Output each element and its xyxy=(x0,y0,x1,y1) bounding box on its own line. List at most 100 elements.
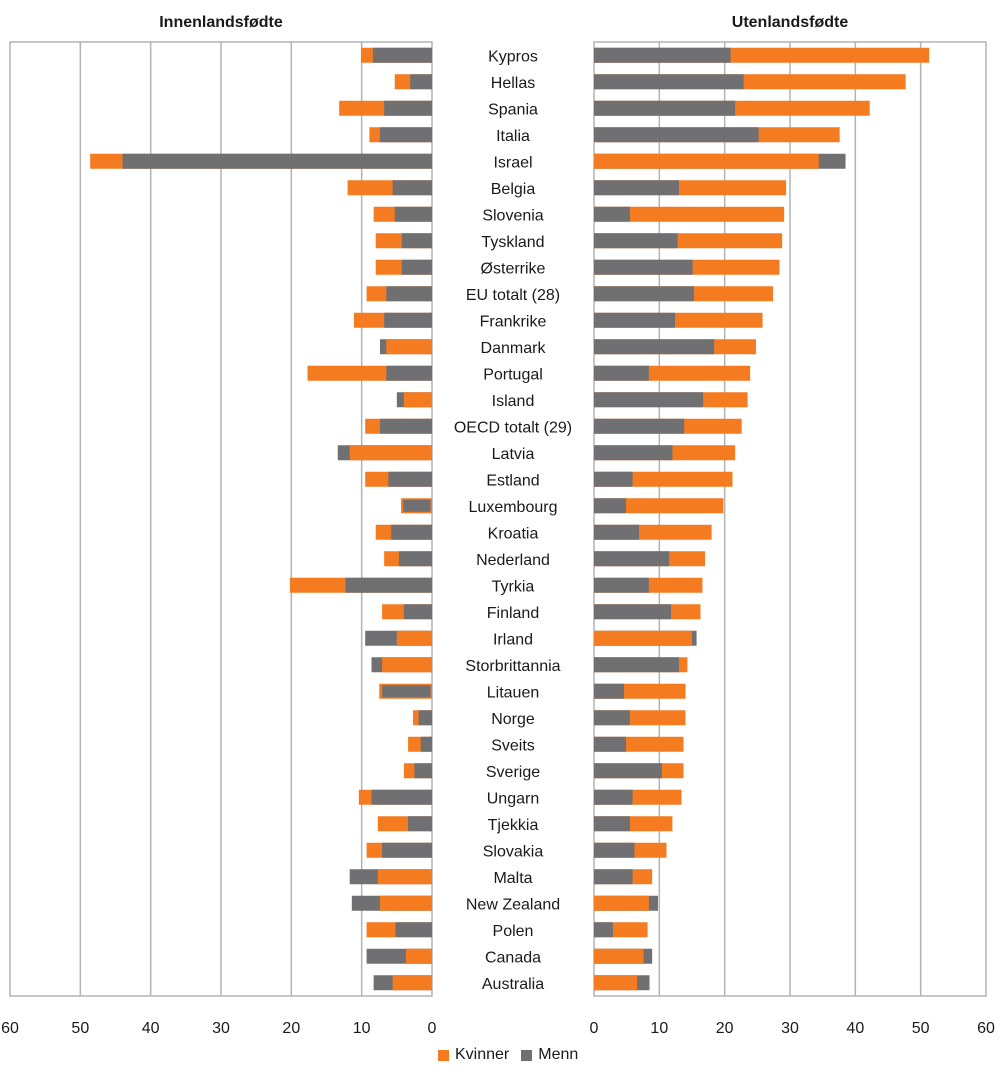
category-label: Canada xyxy=(485,949,541,966)
left-x-tick-label: 60 xyxy=(1,1020,19,1037)
category-label: Italia xyxy=(496,128,530,145)
category-label: Frankrike xyxy=(480,313,547,330)
category-label: Kypros xyxy=(488,48,538,65)
legend-swatch-kvinner xyxy=(438,1049,449,1061)
right-bar-menn xyxy=(594,657,679,673)
right-x-tick-label: 40 xyxy=(846,1020,864,1037)
right-bar-menn xyxy=(594,259,693,275)
category-label: Latvia xyxy=(492,446,535,463)
left-bar-menn xyxy=(382,685,431,698)
left-bar-menn xyxy=(395,922,432,938)
left-bar-menn xyxy=(384,312,432,328)
category-label: Sveits xyxy=(491,737,535,754)
left-bar-menn xyxy=(386,286,432,302)
right-bar-menn xyxy=(594,763,662,779)
left-bar-kvinner xyxy=(392,975,432,991)
category-label: Tyrkia xyxy=(492,578,535,595)
left-bar-menn xyxy=(382,842,432,858)
right-bar-menn xyxy=(594,180,679,196)
left-bar-menn xyxy=(372,47,432,63)
category-label: Irland xyxy=(493,631,533,648)
right-bar-menn xyxy=(594,365,649,381)
right-bar-menn xyxy=(594,710,630,726)
right-bar-menn xyxy=(594,869,633,885)
right-bar-menn xyxy=(594,206,630,222)
category-label: Portugal xyxy=(483,366,543,383)
right-bar-menn xyxy=(594,74,744,90)
right-panel-x-ticks: 0 10 20 30 40 50 60 xyxy=(590,1020,995,1037)
right-bar-menn xyxy=(594,312,676,328)
right-bar-menn xyxy=(594,577,649,593)
right-bar-menn xyxy=(594,524,640,540)
category-label: Luxembourg xyxy=(469,499,558,516)
category-label: Island xyxy=(492,393,535,410)
right-bar-menn xyxy=(594,816,630,832)
right-panel-bars xyxy=(594,47,930,991)
left-bar-menn xyxy=(122,153,433,169)
legend-label-menn: Menn xyxy=(538,1046,579,1063)
left-bar-kvinner xyxy=(377,869,432,885)
left-bar-kvinner xyxy=(379,895,432,911)
right-bar-menn xyxy=(594,683,625,699)
category-label: New Zealand xyxy=(466,896,560,913)
left-x-tick-label: 50 xyxy=(71,1020,89,1037)
category-label: Slovenia xyxy=(482,207,543,224)
left-bar-menn xyxy=(418,710,432,726)
left-bar-menn xyxy=(410,74,432,90)
left-x-tick-label: 20 xyxy=(282,1020,300,1037)
left-bar-menn xyxy=(401,259,432,275)
left-x-tick-label: 40 xyxy=(142,1020,160,1037)
legend-item-kvinner: Kvinner xyxy=(438,1046,509,1064)
left-bar-menn xyxy=(379,418,432,434)
right-bar-menn xyxy=(594,842,635,858)
right-bar-menn xyxy=(594,47,731,63)
category-label: Finland xyxy=(487,605,539,622)
left-bar-menn xyxy=(392,180,432,196)
right-bar-menn xyxy=(594,418,685,434)
right-bar-menn xyxy=(594,471,633,487)
left-bar-kvinner xyxy=(405,948,432,964)
category-label: Sverige xyxy=(486,764,540,781)
legend: Kvinner Menn xyxy=(438,1046,584,1064)
right-panel-grid xyxy=(593,41,987,997)
right-x-tick-label: 10 xyxy=(650,1020,668,1037)
left-bar-menn xyxy=(345,577,432,593)
right-bar-menn xyxy=(594,392,704,408)
category-labels: Kypros Hellas Spania Italia Israel Belgia Slov… xyxy=(454,48,572,993)
right-bar-menn xyxy=(594,445,673,461)
category-label: Belgia xyxy=(491,181,536,198)
category-label: Litauen xyxy=(487,684,540,701)
right-bar-menn xyxy=(594,286,694,302)
category-label: Nederland xyxy=(476,552,550,569)
category-label: Australia xyxy=(482,976,544,993)
right-bar-menn xyxy=(594,551,670,567)
legend-label-kvinner: Kvinner xyxy=(455,1046,510,1063)
category-label: Estland xyxy=(486,472,539,489)
category-label: Kroatia xyxy=(488,525,539,542)
right-x-tick-label: 50 xyxy=(912,1020,930,1037)
left-bar-menn xyxy=(403,499,431,512)
right-bar-menn xyxy=(594,127,759,143)
category-label: Storbrittannia xyxy=(465,658,560,675)
legend-item-menn: Menn xyxy=(521,1046,578,1064)
left-bar-menn xyxy=(408,816,432,832)
category-label: Israel xyxy=(493,154,532,171)
category-label: Hellas xyxy=(491,75,535,92)
left-bar-menn xyxy=(384,100,432,116)
right-bar-kvinner xyxy=(594,206,785,222)
left-bar-kvinner xyxy=(386,339,432,355)
left-bar-menn xyxy=(386,365,432,381)
right-bar-menn xyxy=(594,604,672,620)
left-bar-menn xyxy=(371,789,432,805)
category-label: Østerrike xyxy=(481,260,546,277)
legend-swatch-menn xyxy=(521,1049,533,1061)
left-bar-menn xyxy=(394,206,432,222)
right-bar-menn xyxy=(594,339,715,355)
category-label: Polen xyxy=(493,923,534,940)
category-label: Ungarn xyxy=(487,790,539,807)
right-x-tick-label: 30 xyxy=(781,1020,799,1037)
left-bar-menn xyxy=(403,604,432,620)
category-label: Tjekkia xyxy=(488,817,539,834)
left-x-tick-label: 10 xyxy=(353,1020,371,1037)
